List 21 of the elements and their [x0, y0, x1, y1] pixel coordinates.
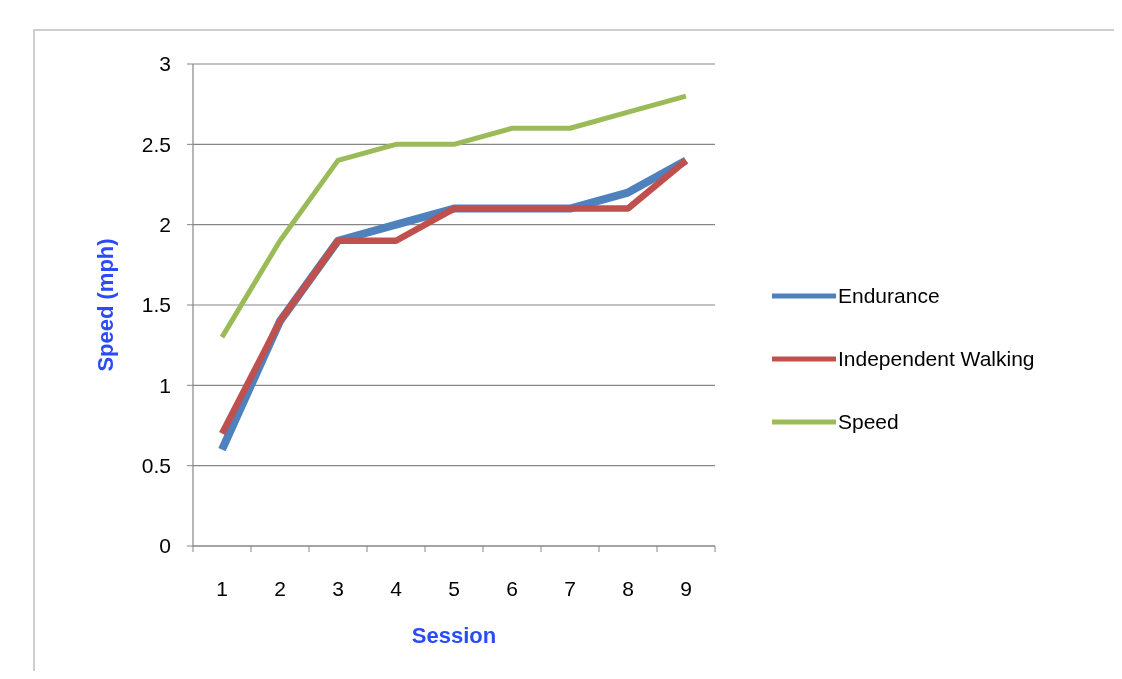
- legend-label: Speed: [838, 410, 899, 434]
- y-tick-label: 0: [159, 534, 171, 558]
- y-tick-label: 2: [159, 213, 171, 237]
- y-tick-label: 1.5: [141, 293, 171, 317]
- x-tick-label: 2: [274, 577, 286, 600]
- y-tick-label: 3: [159, 52, 171, 76]
- legend-label: Independent Walking: [838, 347, 1035, 371]
- x-tick-label: 5: [448, 577, 460, 600]
- x-tick-label: 1: [216, 577, 228, 600]
- x-tick-label: 8: [622, 577, 634, 600]
- y-axis-title: Speed (mph): [93, 238, 118, 372]
- x-tick-label: 9: [680, 577, 692, 600]
- y-tick-label: 1: [159, 373, 171, 397]
- x-tick-label: 7: [564, 577, 576, 600]
- x-axis-title: Session: [411, 623, 497, 648]
- y-tick-label: 0.5: [141, 454, 171, 478]
- x-tick-label: 3: [332, 577, 344, 600]
- x-tick-label: 4: [390, 577, 403, 600]
- x-tick-label: 6: [506, 577, 518, 600]
- legend-label: Endurance: [838, 284, 940, 308]
- y-tick-label: 2.5: [141, 132, 171, 156]
